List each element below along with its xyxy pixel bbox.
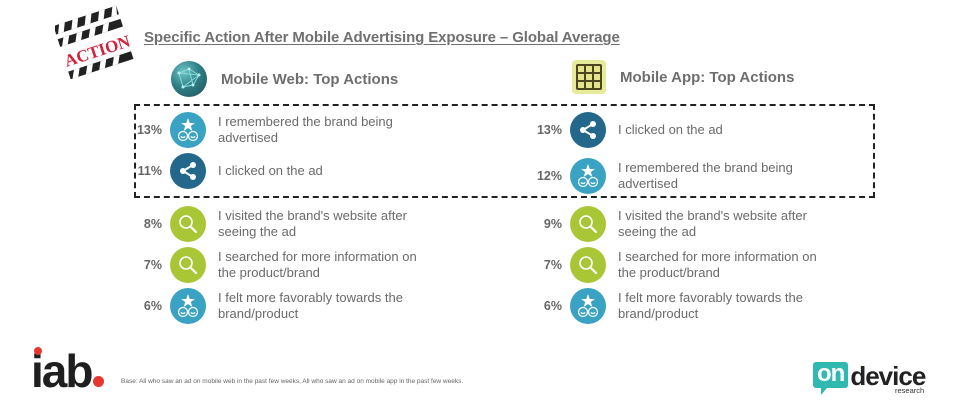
action-label: I remembered the brand being advertised (618, 160, 793, 191)
action-label: I felt more favorably towards the brand/… (618, 290, 803, 321)
action-label: I searched for more information on the p… (218, 249, 417, 280)
top-actions-highlight-box (134, 104, 875, 198)
percentage: 6% (143, 299, 162, 313)
search-icon (170, 247, 206, 283)
app-grid-icon (572, 60, 606, 94)
ondevice-device-text: device (850, 361, 926, 391)
list-item: 12% I remembered the brand being adverti… (532, 156, 828, 196)
list-item: 6% I felt more favorably towards the bra… (532, 286, 828, 326)
list-item: 6% I felt more favorably towards the bra… (132, 286, 428, 326)
mobile-web-list: 13% I remembered the brand being adverti… (132, 110, 428, 326)
search-icon (570, 247, 606, 283)
list-item: 13% I remembered the brand being adverti… (132, 110, 428, 150)
list-item: 7% I searched for more information on th… (132, 245, 428, 285)
search-icon (170, 206, 206, 242)
action-label: I clicked on the ad (218, 163, 323, 178)
iab-logo-text: iab (31, 345, 93, 397)
star-smiley-icon (170, 288, 206, 324)
share-icon (170, 153, 206, 189)
list-item: 9% I visited the brand's website after s… (532, 204, 828, 244)
action-label: I remembered the brand being advertised (218, 114, 393, 145)
list-item: 13% I clicked on the ad (532, 110, 828, 150)
share-icon (570, 112, 606, 148)
percentage: 13% (536, 123, 562, 137)
action-label: I felt more favorably towards the brand/… (218, 290, 403, 321)
mobile-web-heading: Mobile Web: Top Actions (221, 70, 399, 88)
iab-period-icon (93, 376, 105, 387)
star-smiley-icon (170, 112, 206, 148)
iab-dot-icon (34, 347, 42, 355)
list-item: 8% I visited the brand's website after s… (132, 204, 428, 244)
action-clapperboard-icon: ACTION (55, 5, 134, 80)
mobile-app-list: 13% I clicked on the ad 12% I remembered… (532, 110, 828, 326)
mobile-app-heading: Mobile App: Top Actions (620, 68, 795, 86)
base-footnote: Base: All who saw an ad on mobile web in… (121, 378, 464, 385)
ondevice-logo: on device (813, 361, 926, 395)
action-label: I searched for more information on the p… (618, 249, 817, 280)
action-label: I visited the brand's website after seei… (218, 208, 407, 239)
percentage: 11% (137, 164, 162, 178)
globe-network-icon (171, 61, 207, 97)
action-label: I visited the brand's website after seei… (618, 208, 807, 239)
list-item: 7% I searched for more information on th… (532, 245, 828, 285)
page-title: Specific Action After Mobile Advertising… (144, 29, 620, 46)
ondevice-research-text: research (895, 386, 925, 395)
percentage: 12% (536, 169, 562, 183)
percentage: 13% (136, 123, 162, 137)
percentage: 7% (543, 258, 562, 272)
star-smiley-icon (570, 158, 606, 194)
percentage: 7% (143, 258, 162, 272)
percentage: 8% (143, 217, 162, 231)
iab-logo: iab (31, 344, 105, 398)
search-icon (570, 206, 606, 242)
percentage: 9% (543, 217, 562, 231)
list-item: 11% I clicked on the ad (132, 151, 428, 191)
mobile-app-header: Mobile App: Top Actions (572, 60, 794, 94)
action-label: I clicked on the ad (618, 122, 723, 137)
percentage: 6% (543, 299, 562, 313)
ondevice-on-bubble: on (813, 362, 849, 395)
star-smiley-icon (570, 288, 606, 324)
mobile-web-header: Mobile Web: Top Actions (171, 61, 398, 97)
